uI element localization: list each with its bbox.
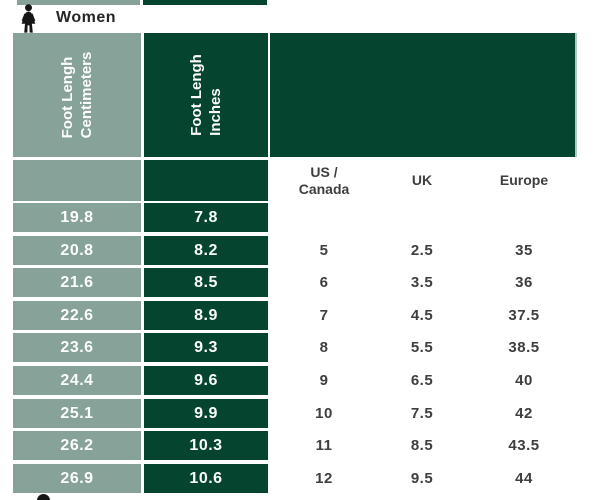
us-size-value [272, 203, 376, 232]
table-row: 22.6 8.9 7 4.5 37.5 [0, 301, 600, 330]
previous-table-edge-green [143, 0, 267, 5]
europe-size-value: 44 [515, 470, 533, 487]
col-header-foot-length-cm: Foot Lengh Centimeters [13, 33, 141, 157]
europe-size-value: 37.5 [508, 307, 540, 324]
inch-value-cell: 9.9 [144, 399, 268, 428]
table-row: 20.8 8.2 5 2.5 35 [0, 236, 600, 265]
table-row: 21.6 8.5 6 3.5 36 [0, 268, 600, 297]
cm-value-cell: 21.6 [13, 268, 141, 297]
europe-size-value: 35 [515, 242, 533, 259]
inch-value-cell: 10.6 [144, 464, 268, 493]
table-row: 25.1 9.9 10 7.5 42 [0, 399, 600, 428]
europe-size-value: 42 [515, 405, 533, 422]
cm-value-cell: 19.8 [13, 203, 141, 232]
europe-size-value: 43.5 [508, 437, 540, 454]
us-size-value: 11 [315, 437, 333, 454]
europe-size-value [470, 203, 578, 232]
col-header-foot-length-inches: Foot Lengh Inches [144, 33, 268, 157]
label-row-inch-cell [144, 160, 268, 201]
us-size-value: 9 [319, 372, 329, 389]
uk-size-value [376, 203, 468, 232]
cm-value-cell: 22.6 [13, 301, 141, 330]
uk-size-value: 6.5 [410, 372, 434, 389]
uk-size-value: 3.5 [410, 274, 434, 291]
cm-value-cell: 26.2 [13, 431, 141, 460]
europe-size-value: 36 [515, 274, 533, 291]
col-header-europe: Europe [499, 172, 549, 188]
inch-value-cell: 8.2 [144, 236, 268, 265]
inch-value-cell: 10.3 [144, 431, 268, 460]
table-row: 26.2 10.3 11 8.5 43.5 [0, 431, 600, 460]
table-row: 24.4 9.6 9 6.5 40 [0, 366, 600, 395]
uk-size-value: 5.5 [410, 339, 434, 356]
us-size-value: 10 [315, 405, 333, 422]
inch-value-cell: 8.9 [144, 301, 268, 330]
uk-size-value: 2.5 [410, 242, 434, 259]
col-header-us-canada: US / Canada [298, 163, 350, 197]
col-header-uk: UK [411, 172, 433, 188]
cm-value-cell: 20.8 [13, 236, 141, 265]
us-size-value: 5 [319, 242, 329, 259]
label-row-cm-cell [13, 160, 141, 201]
us-size-value: 7 [319, 307, 329, 324]
inch-value-cell: 8.5 [144, 268, 268, 297]
us-size-value: 12 [315, 470, 333, 487]
inch-value-cell: 7.8 [144, 203, 268, 232]
us-size-value: 8 [319, 339, 329, 356]
header-spacer-block [270, 33, 577, 157]
section-title: Women [56, 9, 116, 26]
rotated-header-text: Foot Lengh Inches [188, 54, 224, 136]
europe-size-value: 38.5 [508, 339, 540, 356]
table-row: 19.8 7.8 [0, 203, 600, 232]
cm-value-cell: 25.1 [13, 399, 141, 428]
next-section-icon-head [37, 494, 50, 500]
inch-value-cell: 9.3 [144, 333, 268, 362]
previous-table-edge-sage [17, 0, 140, 5]
woman-icon [21, 4, 36, 33]
table-row: 23.6 9.3 8 5.5 38.5 [0, 333, 600, 362]
uk-size-value: 4.5 [410, 307, 434, 324]
cm-value-cell: 26.9 [13, 464, 141, 493]
inch-value-cell: 9.6 [144, 366, 268, 395]
uk-size-value: 8.5 [410, 437, 434, 454]
uk-size-value: 9.5 [410, 470, 434, 487]
cm-value-cell: 23.6 [13, 333, 141, 362]
rotated-header-text: Foot Lengh Centimeters [59, 51, 95, 139]
cm-value-cell: 24.4 [13, 366, 141, 395]
table-row: 26.9 10.6 12 9.5 44 [0, 464, 600, 493]
europe-size-value: 40 [515, 372, 533, 389]
uk-size-value: 7.5 [410, 405, 434, 422]
us-size-value: 6 [319, 274, 329, 291]
